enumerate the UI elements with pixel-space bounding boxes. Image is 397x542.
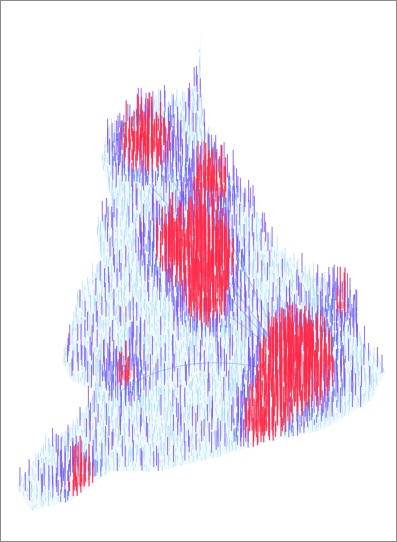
hotspot-glow [75,474,87,486]
hotspot-glow [253,417,269,433]
hotspot-glow [120,369,132,381]
hotspot-glow [208,252,224,268]
hotspot-glow [278,352,314,388]
hotspot-glow [169,238,193,262]
hotspot-glow [203,177,219,193]
spikes [19,49,384,511]
hotspot-glow [198,297,214,313]
hotspot-glow [337,301,345,309]
hotspot-glow [136,135,156,155]
